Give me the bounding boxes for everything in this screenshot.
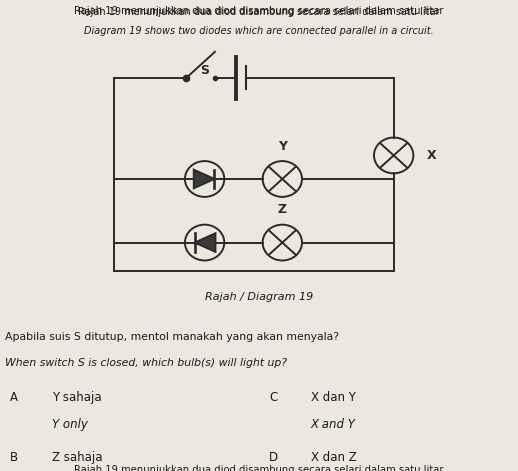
- Text: Rajah 19 menunjukkan dua diod disambung secara selari dalam satu litar: Rajah 19 menunjukkan dua diod disambung …: [74, 465, 444, 471]
- Text: D: D: [269, 451, 279, 464]
- Text: S: S: [200, 64, 209, 77]
- Text: When switch S is closed, which bulb(s) will light up?: When switch S is closed, which bulb(s) w…: [5, 358, 287, 368]
- Text: X dan Z: X dan Z: [311, 451, 356, 464]
- Text: Y: Y: [278, 139, 287, 153]
- Text: X dan Y: X dan Y: [311, 391, 356, 404]
- Text: X: X: [426, 149, 436, 162]
- Text: Rajah 19 menunjukkan dua diod disambung secara selari dalam satu litar: Rajah 19 menunjukkan dua diod disambung …: [74, 6, 444, 16]
- Text: Diagram 19 shows two diodes which are connected parallel in a circuit.: Diagram 19 shows two diodes which are co…: [84, 26, 434, 36]
- Text: Y sahaja: Y sahaja: [52, 391, 102, 404]
- Text: Z: Z: [278, 203, 287, 216]
- Text: Rajah / Diagram 19: Rajah / Diagram 19: [205, 292, 313, 302]
- Text: A: A: [10, 391, 18, 404]
- Polygon shape: [195, 233, 215, 252]
- Text: C: C: [269, 391, 278, 404]
- Text: B: B: [10, 451, 19, 464]
- Text: Apabila suis S ditutup, mentol manakah yang akan menyala?: Apabila suis S ditutup, mentol manakah y…: [5, 332, 339, 342]
- Text: Y only: Y only: [52, 418, 88, 431]
- Text: X and Y: X and Y: [311, 418, 356, 431]
- Text: Z sahaja: Z sahaja: [52, 451, 102, 464]
- Polygon shape: [194, 170, 214, 188]
- Text: Rajah 19 menunjukkan dua diod disambung secara selari dalam satu litar: Rajah 19 menunjukkan dua diod disambung …: [78, 7, 440, 16]
